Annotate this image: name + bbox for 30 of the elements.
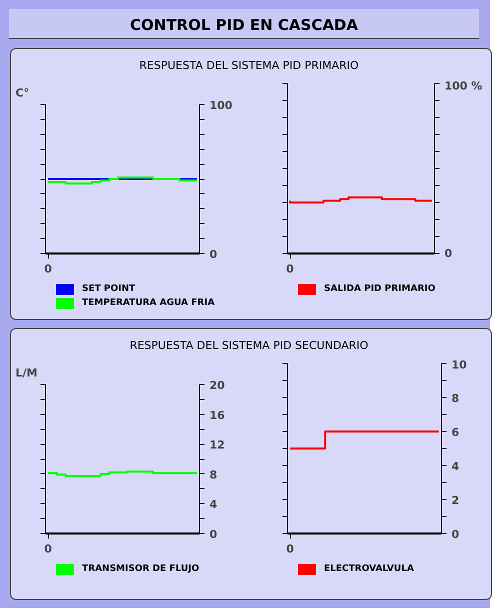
y-tick-label: 2 bbox=[452, 494, 460, 507]
y-tick-label: 0 bbox=[210, 248, 218, 261]
text: RESPUESTA DEL SISTEMA PID PRIMARIO bbox=[139, 58, 359, 74]
text: RESPUESTA DEL SISTEMA PID SECUNDARIO bbox=[130, 338, 368, 354]
legend-label: TEMPERATURA AGUA FRIA bbox=[82, 296, 215, 310]
legend-label: ELECTROVALVULA bbox=[324, 562, 414, 576]
y-tick-label: 6 bbox=[452, 426, 460, 439]
y-axis-title: L/M bbox=[16, 366, 38, 380]
y-tick-label: 0 bbox=[444, 247, 452, 260]
y-tick-label: 0 bbox=[210, 528, 218, 541]
y-tick-label: 12 bbox=[210, 438, 225, 452]
y-tick-label: 4 bbox=[210, 498, 218, 512]
y-tick-label: 8 bbox=[210, 468, 218, 482]
legend-label: SALIDA PID PRIMARIO bbox=[324, 282, 436, 296]
text: 0 bbox=[44, 542, 52, 556]
y-tick-label: 0 bbox=[452, 528, 460, 541]
text: 0 bbox=[286, 542, 294, 556]
y-tick-label: 100 % bbox=[444, 80, 482, 92]
y-tick-label: 100 bbox=[210, 99, 233, 112]
y-tick-label: 4 bbox=[452, 460, 460, 473]
legend-label: TRANSMISOR DE FLUJO bbox=[82, 562, 200, 576]
text: CONTROL PID EN CASCADA bbox=[130, 15, 358, 36]
text: 0 bbox=[44, 262, 52, 276]
y-tick-label: 8 bbox=[452, 392, 460, 405]
y-tick-label: 10 bbox=[452, 358, 468, 372]
y-tick-label: 16 bbox=[210, 408, 226, 422]
y-axis-title: C° bbox=[16, 86, 30, 100]
legend-label: SET POINT bbox=[82, 282, 136, 296]
text: 0 bbox=[286, 262, 294, 276]
y-tick-label: 20 bbox=[210, 379, 226, 392]
